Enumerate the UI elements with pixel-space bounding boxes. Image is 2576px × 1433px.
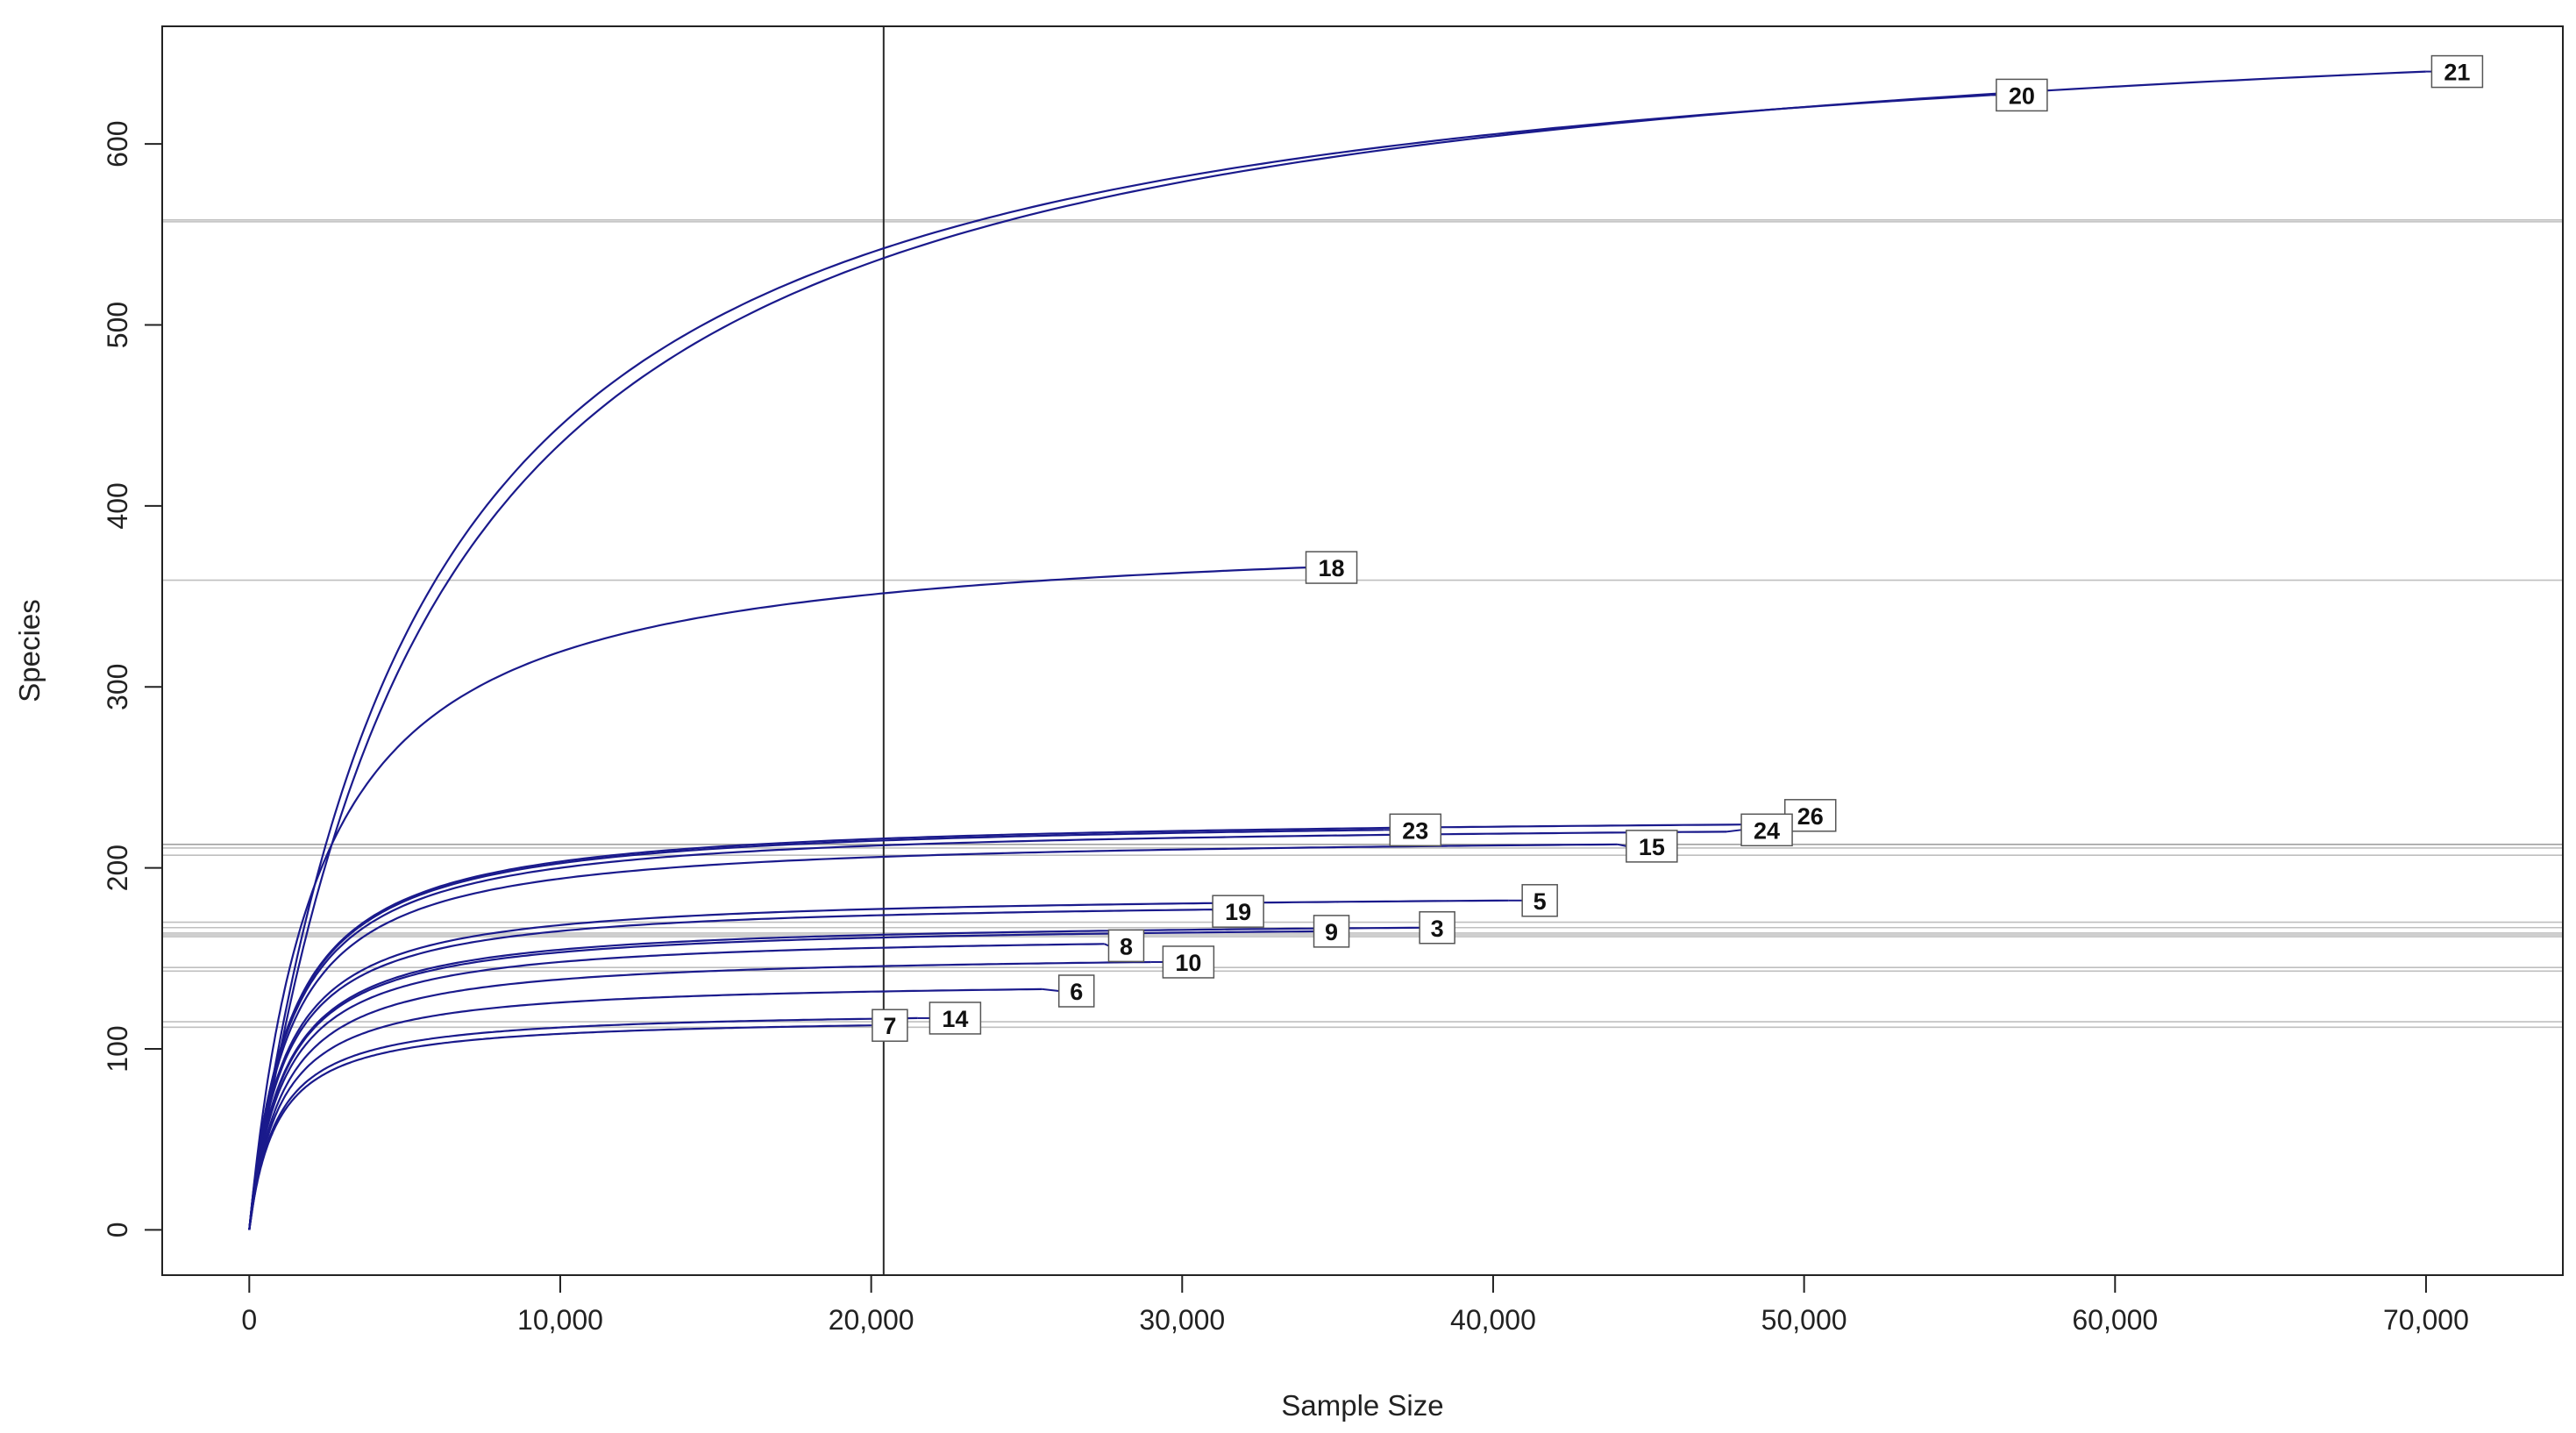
- curve-label-box-15: [1626, 830, 1678, 863]
- curve-label-box-8: [1107, 929, 1145, 963]
- y-tick-label-1: 100: [102, 1025, 133, 1072]
- y-tick-label-5: 500: [102, 302, 133, 348]
- curve-label-leader-24: [1726, 829, 1742, 833]
- curve-label-box-24: [1740, 813, 1793, 847]
- x-axis-title: Sample Size: [1281, 1389, 1443, 1422]
- curve-label-14: 14: [942, 1006, 968, 1032]
- curve-label-box-14: [929, 1002, 982, 1035]
- curve-label-leader-6: [1042, 987, 1059, 992]
- curve-label-3: 3: [1431, 916, 1444, 942]
- curve-label-leader-8: [1104, 943, 1109, 947]
- curve-label-box-3: [1419, 911, 1455, 945]
- curve-label-20: 20: [2009, 82, 2035, 109]
- reference-lines: [162, 26, 2563, 1275]
- x-tick-label-5: 50,000: [1761, 1304, 1847, 1336]
- curve-labels: 21 20 18 23 26 24 15 5 19 9 3 8 10 6 14 7: [871, 54, 2484, 1042]
- plot-frame: [161, 25, 2564, 1276]
- curve-6: [248, 987, 1042, 1230]
- curve-label-box-10: [1162, 945, 1215, 979]
- curve-label-box-20: [1996, 78, 2048, 112]
- x-tick-label-6: 60,000: [2072, 1304, 2158, 1336]
- curve-7: [248, 1024, 872, 1230]
- curve-20: [248, 94, 1991, 1230]
- curve-label-24: 24: [1754, 817, 1780, 844]
- curve-label-5: 5: [1534, 888, 1547, 915]
- curve-label-10: 10: [1175, 950, 1201, 976]
- curve-label-21: 21: [2444, 60, 2470, 86]
- x-tick-label-7: 70,000: [2383, 1304, 2469, 1336]
- curve-label-26: 26: [1797, 803, 1824, 830]
- x-axis-ticks: 0 10,000 20,000 30,000 40,000 50,000 60,000 70,…: [241, 1275, 2469, 1336]
- curve-label-leader-15: [1617, 843, 1627, 847]
- curve-label-6: 6: [1070, 979, 1083, 1005]
- curve-label-9: 9: [1325, 919, 1338, 945]
- curve-label-15: 15: [1639, 834, 1665, 860]
- y-tick-label-0: 0: [102, 1223, 133, 1238]
- rarefaction-curves: [248, 70, 2426, 1230]
- curve-label-18: 18: [1319, 555, 1345, 581]
- curve-label-box-7: [872, 1009, 908, 1042]
- curve-label-box-26: [1783, 799, 1837, 832]
- curve-label-7: 7: [883, 1013, 896, 1039]
- x-tick-label-0: 0: [241, 1304, 257, 1336]
- x-tick-label-2: 20,000: [829, 1304, 914, 1336]
- y-axis-ticks: 0 100 200 300 400 500 600: [102, 120, 162, 1237]
- curve-label-19: 19: [1225, 899, 1251, 925]
- curve-18: [248, 567, 1307, 1230]
- curve-label-box-18: [1305, 551, 1358, 584]
- y-axis-title: Species: [13, 599, 46, 702]
- curve-label-box-21: [2430, 54, 2484, 89]
- curve-15: [248, 843, 1618, 1230]
- curve-24: [248, 831, 1727, 1230]
- y-tick-label-2: 200: [102, 845, 133, 891]
- curve-label-box-6: [1057, 974, 1095, 1008]
- curve-19: [248, 909, 1213, 1230]
- curve-label-box-5: [1521, 884, 1558, 917]
- curve-label-23: 23: [1402, 817, 1428, 844]
- x-tick-label-4: 40,000: [1450, 1304, 1536, 1336]
- y-tick-label-6: 600: [102, 120, 133, 167]
- curve-label-8: 8: [1120, 933, 1133, 959]
- x-tick-label-1: 10,000: [517, 1304, 603, 1336]
- x-tick-label-3: 30,000: [1139, 1304, 1225, 1336]
- curve-label-box-19: [1212, 895, 1264, 928]
- y-tick-label-3: 300: [102, 664, 133, 710]
- y-tick-label-4: 400: [102, 482, 133, 529]
- curve-label-box-9: [1313, 915, 1350, 948]
- curve-3: [248, 926, 1422, 1230]
- curve-label-box-23: [1389, 813, 1442, 847]
- curve-8: [248, 943, 1105, 1230]
- curve-10: [248, 960, 1151, 1230]
